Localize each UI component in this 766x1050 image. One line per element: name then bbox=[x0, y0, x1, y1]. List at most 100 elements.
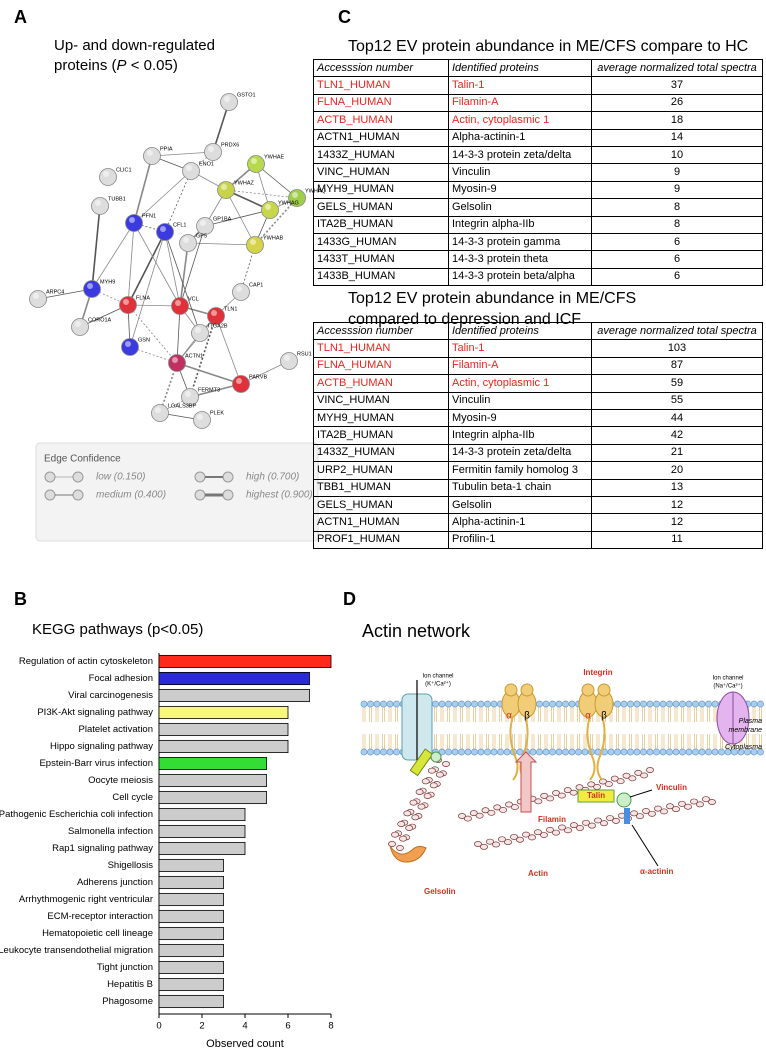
table-cell: 13 bbox=[591, 478, 763, 497]
lipid-head bbox=[614, 748, 621, 756]
node-shine bbox=[172, 357, 178, 363]
node-shine bbox=[251, 158, 257, 164]
table-row: ACTN1_HUMAN Alpha-actinin-1 12 bbox=[313, 513, 763, 532]
lipid-head bbox=[698, 748, 706, 756]
lipid-head bbox=[432, 700, 439, 708]
lipid-head bbox=[659, 700, 667, 708]
lipid-head bbox=[373, 748, 381, 756]
integrin-head bbox=[504, 683, 518, 697]
network-node bbox=[151, 404, 169, 422]
table-row: ACTB_HUMAN Actin, cytoplasmic 1 59 bbox=[313, 374, 763, 393]
actin-filament bbox=[646, 767, 654, 773]
y-tick-label: Pathogenic Escherichia coli infection bbox=[0, 809, 153, 820]
table-row: ITA2B_HUMAN Integrin alpha-IIb 42 bbox=[313, 426, 763, 445]
actin-filament bbox=[442, 761, 450, 767]
lipid-head bbox=[464, 748, 472, 756]
actin-filament bbox=[684, 803, 692, 810]
lipid-head bbox=[614, 700, 621, 708]
lipid-head bbox=[536, 748, 543, 756]
network-node bbox=[91, 197, 109, 215]
node-label: PLEK bbox=[210, 410, 224, 416]
network-edge bbox=[179, 242, 189, 307]
table-cell: Myosin-9 bbox=[448, 180, 592, 200]
table-cell: 12 bbox=[591, 513, 763, 532]
actin-filament bbox=[411, 814, 420, 821]
node-shine bbox=[125, 341, 131, 347]
table-cell: 9 bbox=[591, 180, 763, 200]
y-tick-label: Arrhythmogenic right ventricular bbox=[19, 894, 153, 905]
table-row: Accesssion number Identified proteins aver… bbox=[313, 321, 763, 341]
panel-letter: A bbox=[14, 7, 27, 27]
title-part: proteins ( bbox=[54, 57, 117, 74]
network-edge bbox=[133, 222, 181, 307]
node-shine bbox=[75, 321, 81, 327]
protein-table: Accesssion number Identified proteins aver… bbox=[313, 58, 763, 287]
node-label: GSN bbox=[138, 337, 150, 343]
bar bbox=[158, 671, 310, 686]
network-node bbox=[220, 93, 238, 111]
y-tick-label: ECM-receptor interaction bbox=[47, 911, 153, 922]
integrin-head bbox=[581, 683, 595, 697]
table-cell: 14-3-3 protein gamma bbox=[448, 232, 592, 252]
actin-filament bbox=[588, 822, 596, 829]
node-label: ITGA2B bbox=[208, 323, 228, 329]
legend-item: high (0.700) bbox=[246, 472, 299, 483]
table-cell: Identified proteins bbox=[448, 321, 592, 341]
lipid-head bbox=[490, 700, 498, 708]
table-row: ACTN1_HUMAN Alpha-actinin-1 14 bbox=[313, 128, 763, 147]
bar bbox=[158, 722, 289, 737]
table-cell: Filamin-A bbox=[448, 356, 592, 376]
actin-filament bbox=[546, 826, 554, 833]
table-cell: Vinculin bbox=[448, 391, 592, 410]
node-label: ACTN1 bbox=[185, 353, 203, 359]
actin-filament bbox=[405, 825, 414, 831]
table-cell: 6 bbox=[591, 232, 763, 252]
table-cell: 1433B_HUMAN bbox=[313, 267, 449, 287]
node-shine bbox=[197, 414, 203, 420]
node-label: TLN1 bbox=[224, 306, 237, 312]
node-label: PPIA bbox=[160, 146, 173, 152]
bar bbox=[158, 909, 224, 924]
node-label: VCL bbox=[188, 296, 199, 302]
lipid-head bbox=[367, 748, 374, 756]
lipid-head bbox=[672, 700, 680, 708]
network-title: Up- and down-regulated bbox=[54, 37, 215, 54]
ion-channel-label: (K⁺/Ca²⁺) bbox=[425, 681, 451, 688]
ion-channel-label: (Na⁺/Ca²⁺) bbox=[713, 683, 742, 690]
network-node bbox=[143, 147, 161, 165]
bar bbox=[158, 790, 267, 805]
network-node bbox=[191, 324, 209, 342]
table-cell: ITA2B_HUMAN bbox=[313, 215, 449, 234]
table-row: ACTB_HUMAN Actin, cytoplasmic 1 18 bbox=[313, 111, 763, 130]
node-label: CORO1A bbox=[88, 317, 112, 323]
node-shine bbox=[103, 171, 109, 177]
lipid-head bbox=[685, 700, 693, 708]
vinculin bbox=[616, 792, 632, 808]
network-edge bbox=[127, 304, 178, 364]
table-cell: GELS_HUMAN bbox=[313, 198, 449, 217]
title-line: Top12 EV protein abundance in ME/CFS bbox=[348, 290, 637, 307]
table-cell: TBB1_HUMAN bbox=[313, 478, 449, 497]
actin-filament bbox=[600, 820, 608, 827]
actin-filament bbox=[516, 836, 524, 843]
table-cell: 1433T_HUMAN bbox=[313, 250, 449, 269]
actin-filament bbox=[475, 812, 484, 819]
bar bbox=[158, 841, 246, 856]
y-tick-label: Leukocyte transendothelial migration bbox=[0, 945, 153, 956]
node-shine bbox=[250, 239, 256, 245]
subunit-label: β bbox=[601, 711, 607, 722]
network-edge bbox=[37, 288, 93, 300]
node-shine bbox=[147, 150, 153, 156]
node-label: PARVB bbox=[249, 374, 267, 380]
table-cell: Gelsolin bbox=[448, 198, 592, 217]
lipid-head bbox=[542, 700, 550, 708]
table-cell: 20 bbox=[591, 461, 763, 480]
table-cell: 11 bbox=[591, 530, 763, 550]
y-tick-label: Hematopoietic cell lineage bbox=[42, 928, 153, 939]
lipid-head bbox=[516, 748, 524, 756]
legend-icon bbox=[44, 489, 56, 501]
y-tick-label: Tight junction bbox=[97, 962, 153, 973]
table-cell: 42 bbox=[591, 426, 763, 445]
table-cell: average normalized total spectra bbox=[591, 58, 763, 78]
node-label: CFL1 bbox=[173, 222, 186, 228]
